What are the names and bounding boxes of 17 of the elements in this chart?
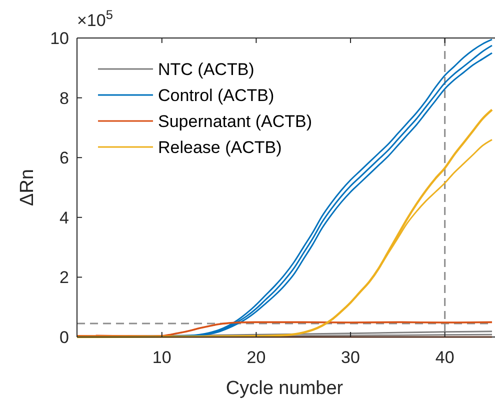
y-tick-label: 6 <box>60 148 69 168</box>
legend-label: Release (ACTB) <box>158 138 282 157</box>
y-tick-label: 10 <box>50 28 69 48</box>
y-axis-title: ΔRn <box>17 169 38 206</box>
x-tick-label: 30 <box>341 348 360 367</box>
x-axis-title: Cycle number <box>226 378 344 399</box>
y-tick-label: 8 <box>60 88 69 108</box>
legend-label: NTC (ACTB) <box>158 60 254 79</box>
x-tick-label: 20 <box>246 348 266 367</box>
y-tick-label: 2 <box>60 268 69 288</box>
x-tick-label: 40 <box>435 348 454 367</box>
legend-label: Control (ACTB) <box>158 86 274 105</box>
y-tick-label: 4 <box>60 208 69 228</box>
y-tick-label: 0 <box>60 328 69 347</box>
x-tick-label: 10 <box>152 348 172 367</box>
legend-label: Supernatant (ACTB) <box>158 112 312 131</box>
text: ×10$^{5}$ <box>77 6 113 30</box>
